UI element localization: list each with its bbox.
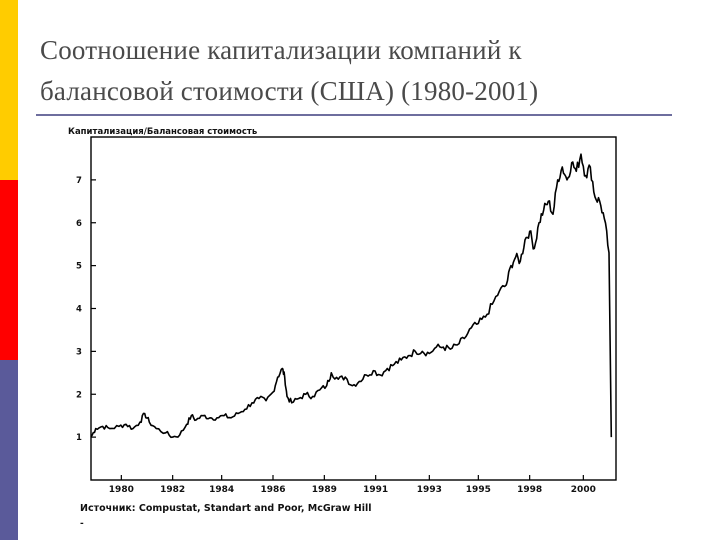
y-tick-label: 3 <box>76 347 82 357</box>
y-tick-label: 5 <box>76 262 82 272</box>
slide-title: Соотношение капитализации компаний к бал… <box>40 30 700 112</box>
x-tick-label: 2000 <box>571 485 596 495</box>
x-tick-label: 1984 <box>209 485 234 495</box>
y-tick-label: 6 <box>76 219 82 229</box>
axes <box>90 136 617 481</box>
slide-title-line-2: балансовой стоимости (США) (1980-2001) <box>40 76 539 106</box>
y-tick-label: 1 <box>76 433 82 443</box>
accent-bar-blue <box>0 360 18 540</box>
x-tick-label: 1991 <box>363 485 388 495</box>
x-tick-label: 1982 <box>160 485 185 495</box>
chart-title: Капитализация/Балансовая стоимость <box>68 127 257 137</box>
ticks: 1 2 3 4 5 6 7 1980 1982 1984 1986 1989 1991 1993 1995 1… <box>76 176 596 495</box>
title-underline <box>36 114 672 116</box>
x-tick-label: 1995 <box>466 485 491 495</box>
accent-bar-yellow <box>0 0 18 180</box>
chart-source: Источник: Compustat, Standart and Poor, … <box>80 503 372 514</box>
y-tick-label: 4 <box>76 305 82 315</box>
y-tick-label: 7 <box>76 176 82 186</box>
x-tick-label: 1980 <box>109 485 134 495</box>
x-tick-label: 1986 <box>260 485 285 495</box>
series-line <box>90 153 613 439</box>
chart: Капитализация/Балансовая стоимость 1 2 3 4 5… <box>68 127 617 529</box>
slide-title-line-1: Соотношение капитализации компаний к <box>40 35 522 65</box>
accent-bar-red <box>0 180 18 360</box>
y-tick-label: 2 <box>76 390 82 400</box>
x-tick-label: 1993 <box>417 485 442 495</box>
plot-frame <box>90 136 617 481</box>
chart-footnote: - <box>80 519 84 529</box>
x-tick-label: 1989 <box>312 485 337 495</box>
x-tick-label: 1998 <box>517 485 542 495</box>
